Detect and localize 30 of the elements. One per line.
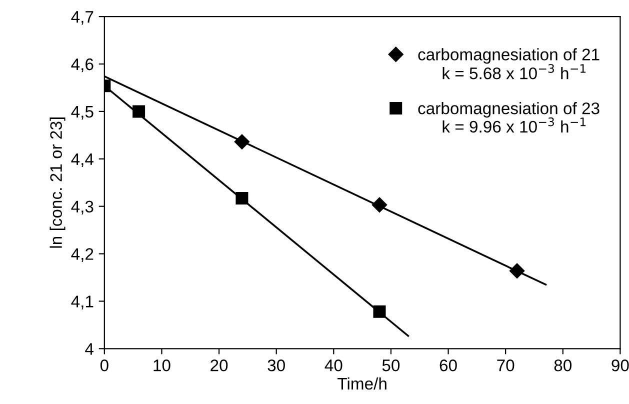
x-axis-title: Time/h bbox=[338, 377, 386, 390]
point bbox=[234, 134, 250, 150]
x-tick-label: 90 bbox=[612, 360, 629, 372]
x-tick-label: 50 bbox=[382, 360, 400, 372]
y-tick-label: 4,7 bbox=[71, 11, 94, 25]
y-tick-label: 4 bbox=[85, 343, 94, 355]
x-tick-label: 80 bbox=[554, 360, 572, 372]
point bbox=[132, 105, 146, 118]
x-tick-label: 40 bbox=[324, 360, 342, 372]
x-tick-label: 60 bbox=[440, 360, 457, 372]
x-tick-label: 70 bbox=[497, 360, 514, 372]
y-tick-label: 4,1 bbox=[71, 296, 94, 310]
x-tick-label: 30 bbox=[268, 360, 285, 372]
annotation: k = 9.96 x 10$^{−3}$ h$^{−1}$ bbox=[442, 117, 586, 133]
x-tick-label: 10 bbox=[154, 360, 170, 372]
x-tick-label: 0 bbox=[100, 360, 108, 372]
legend-label: carbomagnesiation of 21 bbox=[418, 48, 600, 64]
y-tick-label: 4,6 bbox=[71, 58, 94, 72]
legend-label: carbomagnesiation of 23 bbox=[418, 102, 600, 118]
y-tick-label: 4,5 bbox=[71, 106, 94, 120]
point bbox=[236, 192, 248, 205]
y-tick-label: 4,2 bbox=[71, 248, 94, 262]
y-tick-label: 4,3 bbox=[71, 200, 94, 214]
annotation: k = 5.68 x 10$^{−3}$ h$^{−1}$ bbox=[442, 64, 586, 80]
x-tick-label: 20 bbox=[210, 360, 228, 372]
y-tick-label: 4,4 bbox=[71, 153, 94, 168]
point bbox=[509, 263, 525, 278]
point bbox=[373, 305, 386, 318]
y-axis-title: ln [conc. 21 or 23] bbox=[50, 118, 66, 248]
point bbox=[372, 197, 388, 212]
